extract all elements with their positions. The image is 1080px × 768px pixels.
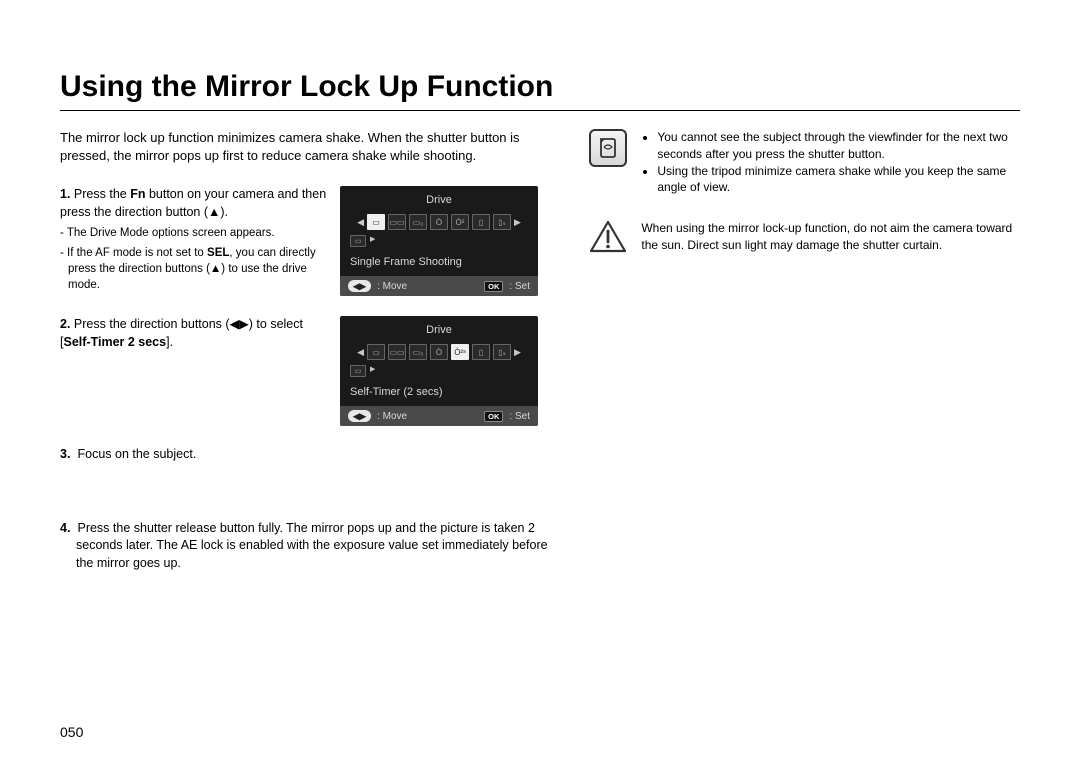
drive-icon-0: ▭ bbox=[367, 214, 385, 230]
lcd1-caption: Single Frame Shooting bbox=[340, 250, 538, 276]
warning-text: When using the mirror lock-up function, … bbox=[641, 220, 1020, 254]
lcd2-caption: Self-Timer (2 secs) bbox=[340, 380, 538, 406]
step-1-note-2: If the AF mode is not set to SEL, you ca… bbox=[68, 245, 330, 293]
left-column: The mirror lock up function minimizes ca… bbox=[60, 129, 549, 588]
step-4-num: 4. bbox=[60, 520, 74, 538]
step-2: 2. Press the direction buttons (◀▶) to s… bbox=[60, 316, 549, 426]
info-note: You cannot see the subject through the v… bbox=[589, 129, 1020, 196]
move-pill-icon: ◀▶ bbox=[348, 280, 371, 292]
drive-icon-3: Ò bbox=[430, 214, 448, 230]
lcd1-title: Drive bbox=[340, 190, 538, 212]
lcd2-move: : Move bbox=[377, 411, 407, 422]
step-1: 1. Press the Fn button on your camera an… bbox=[60, 186, 549, 296]
lcd2-sub-icon-1: ▭ bbox=[350, 365, 366, 377]
fn-label: Fn bbox=[130, 187, 145, 201]
step-1-text-a: Press the bbox=[74, 187, 130, 201]
lcd2-sub-arrow: ▶ bbox=[370, 365, 375, 377]
lcd2-set: : Set bbox=[509, 411, 530, 422]
step-3-text: Focus on the subject. bbox=[77, 447, 196, 461]
lcd-screen-1: Drive ◀ ▭ ▭▭ ▭₃ Ò Ò² ▯ ▯ₛ ▶ ▭ ▶ Single F… bbox=[340, 186, 538, 296]
lcd1-sub-arrow: ▶ bbox=[370, 235, 375, 247]
step-1-note-1: The Drive Mode options screen appears. bbox=[68, 225, 330, 241]
step-2-text-b: ]. bbox=[166, 335, 173, 349]
note-icon bbox=[589, 129, 627, 167]
drive-icon-6: ▯ₛ bbox=[493, 214, 511, 230]
lcd2-title: Drive bbox=[340, 320, 538, 342]
warning-icon bbox=[589, 220, 627, 254]
step-4: 4. Press the shutter release button full… bbox=[76, 520, 549, 573]
info-bullet-1: You cannot see the subject through the v… bbox=[657, 129, 1020, 163]
ok-icon: OK bbox=[484, 281, 503, 292]
self-timer-label: Self-Timer 2 secs bbox=[63, 335, 166, 349]
lcd-screen-2: Drive ◀ ▭ ▭▭ ▭₃ Ò Ò²ˢ ▯ ▯ₛ ▶ ▭ ▶ Self-Ti… bbox=[340, 316, 538, 426]
step-2-num: 2. bbox=[60, 317, 70, 331]
right-column: You cannot see the subject through the v… bbox=[589, 129, 1020, 588]
step-3-num: 3. bbox=[60, 446, 74, 464]
lcd1-set: : Set bbox=[509, 281, 530, 292]
info-bullet-2: Using the tripod minimize camera shake w… bbox=[657, 163, 1020, 197]
intro-text: The mirror lock up function minimizes ca… bbox=[60, 129, 549, 164]
page-title: Using the Mirror Lock Up Function bbox=[60, 70, 1020, 111]
step-3: 3. Focus on the subject. bbox=[76, 446, 549, 464]
right-arrow-icon: ▶ bbox=[514, 217, 521, 228]
step-1-num: 1. bbox=[60, 187, 70, 201]
drive-icon-1b: ▭▭ bbox=[388, 344, 406, 360]
sel-label: SEL bbox=[207, 247, 229, 259]
drive-icon-1: ▭▭ bbox=[388, 214, 406, 230]
drive-icon-4b: Ò²ˢ bbox=[451, 344, 469, 360]
lcd1-move: : Move bbox=[377, 281, 407, 292]
left-arrow-icon: ◀ bbox=[357, 217, 364, 228]
page-number: 050 bbox=[60, 724, 83, 740]
drive-icon-5: ▯ bbox=[472, 214, 490, 230]
lcd1-sub-icon-1: ▭ bbox=[350, 235, 366, 247]
step-4-text: Press the shutter release button fully. … bbox=[76, 521, 548, 570]
warning-note: When using the mirror lock-up function, … bbox=[589, 220, 1020, 254]
move-pill-icon: ◀▶ bbox=[348, 410, 371, 422]
drive-icon-6b: ▯ₛ bbox=[493, 344, 511, 360]
left-arrow-icon: ◀ bbox=[357, 347, 364, 358]
drive-icon-3b: Ò bbox=[430, 344, 448, 360]
drive-icon-5b: ▯ bbox=[472, 344, 490, 360]
drive-icon-0b: ▭ bbox=[367, 344, 385, 360]
drive-icon-2b: ▭₃ bbox=[409, 344, 427, 360]
ok-icon: OK bbox=[484, 411, 503, 422]
drive-icon-4: Ò² bbox=[451, 214, 469, 230]
right-arrow-icon: ▶ bbox=[514, 347, 521, 358]
drive-icon-2: ▭₃ bbox=[409, 214, 427, 230]
